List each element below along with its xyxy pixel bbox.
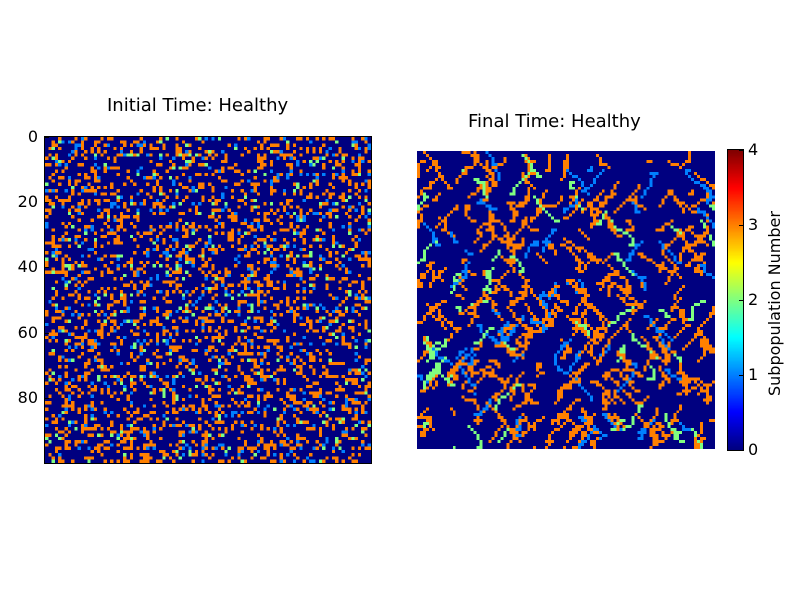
y-tick-label: 60: [17, 322, 38, 342]
colorbar-tick-label: 4: [748, 140, 759, 159]
colorbar-label: Subpopulation Number: [765, 211, 784, 396]
y-tick-label: 20: [17, 192, 38, 212]
y-tick-mark: [45, 267, 49, 269]
colorbar-tick-mark: [739, 300, 743, 301]
colorbar-tick-label: 3: [748, 215, 759, 234]
colorbar-tick-mark: [739, 150, 743, 151]
colorbar-tick-mark: [739, 375, 743, 376]
y-tick-mark: [45, 202, 49, 204]
colorbar-tick-label: 2: [748, 290, 759, 309]
colorbar-tick-label: 0: [748, 440, 759, 459]
y-tick-label: 0: [27, 127, 38, 146]
y-tick-mark: [45, 397, 49, 399]
colorbar-tick-mark: [739, 225, 743, 226]
y-tick-mark: [45, 137, 49, 138]
y-tick-mark: [45, 332, 49, 334]
y-tick-label: 80: [17, 387, 38, 407]
colorbar-tick-label: 1: [748, 365, 759, 384]
initial-heatmap: [45, 137, 371, 463]
y-tick-label: 40: [17, 257, 38, 277]
right-chart-title: Final Time: Healthy: [468, 111, 641, 132]
colorbar-tick-mark: [739, 450, 743, 451]
left-chart-title: Initial Time: Healthy: [107, 95, 289, 116]
final-heatmap: [417, 151, 715, 449]
